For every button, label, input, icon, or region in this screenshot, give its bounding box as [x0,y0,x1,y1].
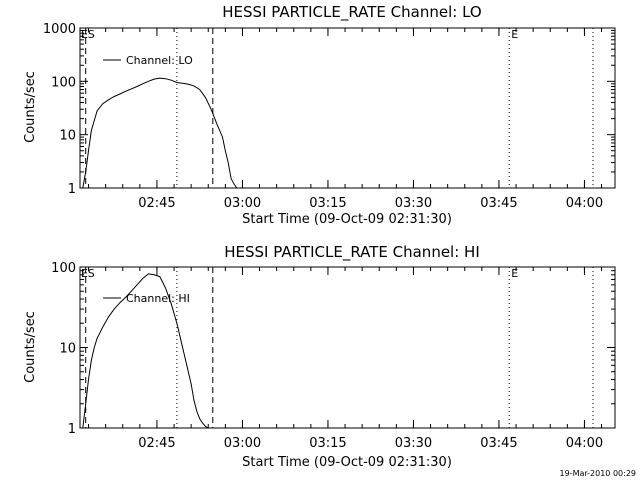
hi-y-axis-label: Counts/sec [23,311,38,383]
hi-series-line [82,273,209,429]
lo-legend: Channel: LO [103,54,193,67]
lo-x-tick-label: 03:45 [480,196,517,211]
lo-x-tick-label: 03:00 [224,196,261,211]
lo-x-tick-label: 04:00 [566,196,603,211]
hi-y-tick-label: 1 [68,422,76,437]
lo-legend-label: Channel: LO [126,54,193,67]
hi-series [82,273,209,429]
lo-plot-frame [79,27,616,189]
hi-x-tick-label: 03:45 [480,436,517,451]
hi-x-ticks: 02:45 03:00 03:15 03:30 03:45 04:00 [88,267,603,451]
hi-y-ticks: 1 10 100 [51,261,615,437]
hi-marker-label-e-start: E [81,267,88,280]
hi-x-tick-label: 02:45 [138,436,175,451]
lo-series-line [82,77,238,189]
lo-y-tick-label: 10 [59,129,76,144]
hi-y-tick-label: 10 [59,342,76,357]
lo-x-tick-label: 03:15 [309,196,346,211]
lo-chart-title: HESSI PARTICLE_RATE Channel: LO [222,3,481,22]
hi-channel-panel: HESSI PARTICLE_RATE Channel: HI Counts/s… [23,243,616,470]
lo-marker-label-e-start: E [81,28,88,41]
lo-y-tick-label: 100 [51,75,76,90]
hi-chart-title: HESSI PARTICLE_RATE Channel: HI [224,243,480,262]
lo-x-tick-label: 03:30 [395,196,432,211]
hi-x-tick-label: 03:15 [309,436,346,451]
lo-x-tick-label: 02:45 [138,196,175,211]
lo-y-tick-label: 1000 [43,22,76,37]
lo-y-axis-label: Counts/sec [23,71,38,143]
generation-timestamp: 19-Mar-2010 00:29 [560,469,637,478]
hi-marker-label-e: E [511,267,518,280]
lo-channel-panel: HESSI PARTICLE_RATE Channel: LO Counts/s… [23,3,616,227]
lo-time-markers: S EE [81,28,594,188]
lo-x-axis-label: Start Time (09-Oct-09 02:31:30) [242,212,452,227]
hi-x-tick-label: 04:00 [566,436,603,451]
hi-x-tick-label: 03:00 [224,436,261,451]
lo-series [82,77,238,189]
hi-y-tick-label: 100 [51,261,76,276]
lo-y-ticks: 1 10 100 1000 [43,22,615,197]
hi-marker-label-s: S [88,267,95,280]
lo-marker-label-s: S [88,28,95,41]
hi-x-axis-label: Start Time (09-Oct-09 02:31:30) [242,455,452,470]
hi-x-tick-label: 03:30 [395,436,432,451]
hi-legend: Channel: HI [103,292,190,305]
hi-legend-label: Channel: HI [126,292,190,305]
lo-y-tick-label: 1 [68,182,76,197]
lo-x-ticks: 02:45 03:00 03:15 03:30 03:45 04:00 [88,28,603,211]
lo-marker-label-e: E [511,28,518,41]
